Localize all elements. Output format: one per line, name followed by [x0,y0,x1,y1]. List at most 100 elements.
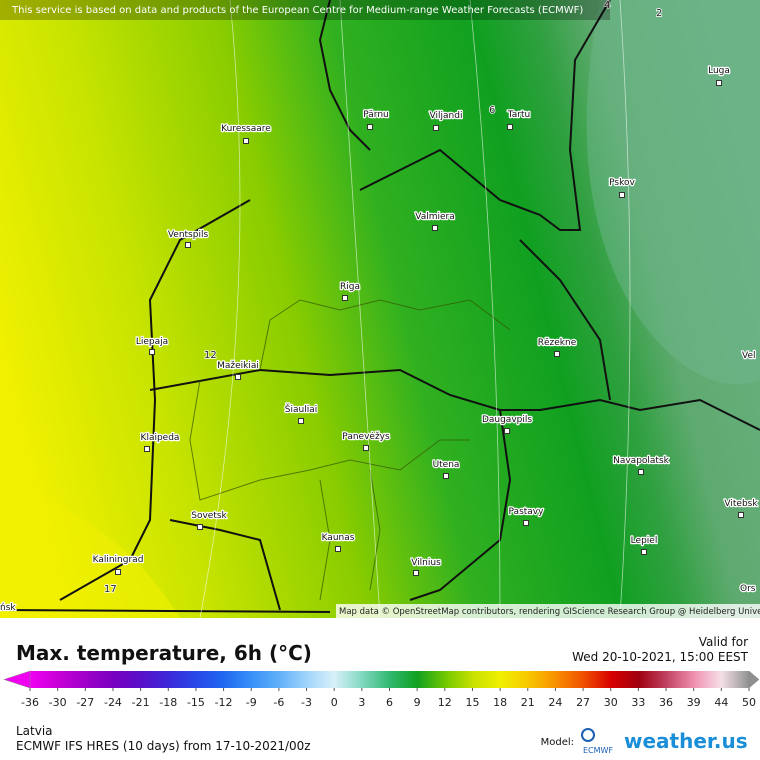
city-marker [433,125,439,131]
city-marker [638,469,644,475]
colorbar-tick-label: 0 [331,696,338,709]
contour-label: 12 [204,350,217,361]
city-marker [716,80,722,86]
city-label: Šiauliai [285,403,317,415]
colorbar-segment [444,671,473,688]
colorbar-tick-label: -15 [187,696,205,709]
city-label: Navapolatsk [613,456,670,466]
colorbar-tick-label: -36 [21,696,39,709]
colorbar-tick-label: 3 [358,696,365,709]
city-marker [619,192,625,198]
model-label: Model: [541,737,574,748]
colorbar-segment [195,671,225,688]
colorbar-tick-label: 44 [714,696,728,709]
colorbar-segment [140,671,169,688]
colorbar-segment [527,671,556,688]
city-label: Rēzekne [538,338,577,348]
colorbar-segment [389,671,418,688]
city-marker [443,473,449,479]
colorbar: -36 -30 -27 -24 -21 -18 -15 -12 -9 -6 -3 0 3 6 9 12 15 18… [3,670,760,709]
warm-area [0,480,180,618]
colorbar-end [748,670,760,689]
city-label: Daugavpils [482,415,532,425]
city-label: Kuressaare [221,124,271,134]
city-label: Valmiera [415,212,455,222]
colorbar-segment [112,671,142,688]
city-marker [197,524,203,530]
colorbar-segment [472,671,501,688]
colorbar-tick-label: 50 [742,696,756,709]
city-marker [144,446,150,452]
colorbar-tick-label: 39 [687,696,701,709]
city-label: Pskov [609,178,635,188]
city-marker [507,124,513,130]
city-marker [149,349,155,355]
colorbar-tick-label: -9 [246,696,257,709]
model-run: ECMWF IFS HRES (10 days) from 17-10-2021… [16,739,311,753]
cities: Kuressaare Pärnu Viljandi Tartu Luga Pskov Val… [0,0,760,614]
city-label: Ventspils [168,230,209,240]
city-label: Pastavy [509,507,545,517]
city-label: Panevėžys [342,432,390,442]
city-label: Riga [340,282,360,292]
colorbar-segment [306,671,335,688]
colorbar-segment [693,671,722,688]
model-name: ECMWF [583,746,613,755]
city-label: Utena [433,460,460,470]
attribution: Map data © OpenStreetMap contributors, r… [339,607,760,617]
colorbar-tick-label: 21 [521,696,535,709]
contour-label: 4 [604,0,610,11]
city-label: Liepaja [136,337,168,347]
colorbar-tick-label: -24 [104,696,122,709]
colorbar-segment [638,671,667,688]
city-marker [367,124,373,130]
contour-label: 6 [489,105,495,116]
city-marker [504,428,510,434]
city-marker [738,512,744,518]
colorbar-segment [361,671,390,688]
colorbar-segment [85,671,114,688]
brand: weather.us [624,729,748,753]
city-marker [523,520,529,526]
city-label: Tartu [507,110,530,120]
city-label: Kaliningrad [93,555,144,565]
colorbar-segment [666,671,695,688]
region: Latvia [16,724,53,738]
colorbar-tick-label: 27 [576,696,590,709]
colorbar-tick-label: -30 [49,696,67,709]
colorbar-segment [57,671,86,688]
colorbar-tick-label: 33 [631,696,645,709]
contour-label: 2 [656,8,662,19]
colorbar-segment [251,671,280,688]
colorbar-tick-label: 36 [659,696,673,709]
colorbar-tick-label: 12 [438,696,452,709]
city-marker [413,570,419,576]
city-label: Kaunas [322,533,355,543]
city-marker [342,295,348,301]
city-marker [363,445,369,451]
colorbar-segment [610,671,639,688]
city-label: Sovetsk [191,511,227,521]
city-marker [554,351,560,357]
colorbar-segment [223,671,252,688]
city-label: Luga [708,66,730,76]
city-marker [235,374,241,380]
colorbar-segment [721,671,750,688]
city-marker [432,225,438,231]
colorbar-tick-label: -12 [215,696,233,709]
city-marker [243,138,249,144]
city-label: Klaipeda [141,433,180,443]
colorbar-segment [417,671,446,688]
city-marker [641,549,647,555]
colorbar-tick-label: -18 [159,696,177,709]
city-label: ńsk [0,603,16,613]
city-label: Vel [742,351,756,361]
colorbar-tick-label: -21 [132,696,150,709]
colorbar-segment [168,671,197,688]
colorbar-segment [30,671,59,688]
colorbar-segment [278,671,308,688]
colorbar-tick-label: 15 [465,696,479,709]
city-label: Vitebsk [724,499,758,509]
banner-bg [0,0,610,20]
